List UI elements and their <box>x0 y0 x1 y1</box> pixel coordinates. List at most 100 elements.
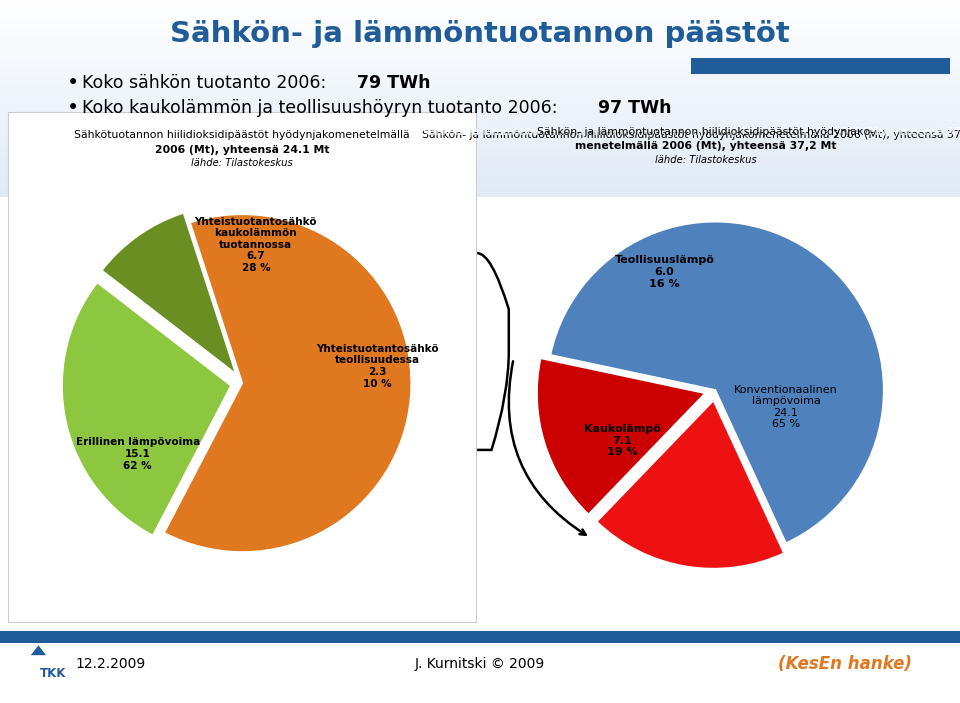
Text: Konventionaalinen
lämpövoima
24.1
65 %: Konventionaalinen lämpövoima 24.1 65 % <box>734 385 838 430</box>
Bar <box>0 188 960 189</box>
Text: Yhteistuotantosähkö
kaukolämmön
tuotannossa
6.7
28 %: Yhteistuotantosähkö kaukolämmön tuotanno… <box>195 217 317 273</box>
Bar <box>0 179 960 180</box>
Bar <box>0 155 960 157</box>
Bar <box>0 118 960 119</box>
Bar <box>0 117 960 118</box>
Bar <box>0 93 960 94</box>
Bar <box>0 82 960 83</box>
Bar <box>0 103 960 104</box>
Bar <box>0 71 960 72</box>
Bar <box>0 130 960 131</box>
Bar <box>0 124 960 125</box>
Text: Sähkön- ja lämmöntuotannon hiilidioksidipäästöt hyödynjakomenetelmällä 2006 (Mt): Sähkön- ja lämmöntuotannon hiilidioksidi… <box>422 127 960 137</box>
Bar <box>0 52 960 53</box>
Bar <box>0 14 960 15</box>
Text: J. Kurnitski © 2009: J. Kurnitski © 2009 <box>415 657 545 671</box>
Polygon shape <box>31 645 46 655</box>
Bar <box>0 51 960 52</box>
Bar <box>0 11 960 12</box>
Text: Sähkön- ja lämmöntuotannon hiilidioksidipäästöt hyödynjakomenetelmällä 2006 (Mt): Sähkön- ja lämmöntuotannon hiilidioksidi… <box>422 130 960 140</box>
Bar <box>0 40 960 41</box>
Text: Erillinen lämpövoima
15.1
62 %: Erillinen lämpövoima 15.1 62 % <box>76 437 200 470</box>
Bar <box>0 34 960 35</box>
Bar <box>0 39 960 40</box>
Bar <box>0 150 960 152</box>
Bar <box>0 167 960 168</box>
Bar <box>0 189 960 190</box>
Text: 97 TWh: 97 TWh <box>598 98 672 117</box>
Bar <box>0 18 960 19</box>
Bar <box>0 631 960 643</box>
Text: menetelmällä 2006 (Mt), yhteensä 37,2 Mt: menetelmällä 2006 (Mt), yhteensä 37,2 Mt <box>575 141 836 151</box>
Bar <box>0 145 960 146</box>
Bar <box>0 143 960 145</box>
Bar <box>0 12 960 13</box>
Text: •: • <box>67 73 80 93</box>
Bar <box>0 59 960 60</box>
Bar <box>0 190 960 191</box>
Bar <box>0 184 960 185</box>
Bar <box>0 127 960 128</box>
Bar <box>0 126 960 127</box>
Bar <box>0 134 960 135</box>
Bar <box>0 7 960 8</box>
Bar <box>0 169 960 170</box>
Text: (KesEn hanke): (KesEn hanke) <box>778 655 912 673</box>
Text: Kaukolämpö
7.1
19 %: Kaukolämpö 7.1 19 % <box>584 424 660 458</box>
Bar <box>0 84 960 86</box>
Bar <box>0 129 960 130</box>
Bar <box>0 141 960 142</box>
Bar <box>0 194 960 195</box>
Bar <box>0 0 960 1</box>
Bar <box>0 187 960 188</box>
Bar <box>0 27 960 29</box>
Bar <box>0 185 960 186</box>
Text: lähde: Tilastokeskus: lähde: Tilastokeskus <box>655 155 756 165</box>
Bar <box>0 104 960 105</box>
Text: 2006 (Mt), yhteensä 24.1 Mt: 2006 (Mt), yhteensä 24.1 Mt <box>155 145 329 155</box>
Bar <box>0 108 960 109</box>
Bar <box>0 195 960 196</box>
Bar <box>0 174 960 175</box>
Bar <box>0 112 960 113</box>
Bar <box>0 42 960 44</box>
Bar <box>0 75 960 76</box>
Bar <box>0 121 960 122</box>
Bar <box>0 65 960 66</box>
Bar <box>0 111 960 112</box>
Bar <box>0 158 960 160</box>
Bar <box>0 137 960 138</box>
Bar <box>0 49 960 50</box>
Bar <box>0 57 960 58</box>
Bar <box>0 147 960 148</box>
Bar <box>0 46 960 47</box>
Text: 12.2.2009: 12.2.2009 <box>75 657 146 671</box>
Text: TKK: TKK <box>39 667 66 680</box>
Bar <box>0 148 960 150</box>
Bar <box>0 172 960 173</box>
Text: Sähkön- ja lämmöntuotannon päästöt: Sähkön- ja lämmöntuotannon päästöt <box>170 20 790 48</box>
Bar <box>0 122 960 123</box>
Bar <box>0 170 960 172</box>
Bar <box>0 79 960 81</box>
Bar <box>0 133 960 134</box>
Bar <box>0 152 960 153</box>
Text: Sähkön- ja lämmöntuotannon hiilidioksidipäästöt hyödynjaко-: Sähkön- ja lämmöntuotannon hiilidioksidi… <box>537 127 875 137</box>
Bar <box>0 50 960 51</box>
Bar <box>0 10 960 11</box>
Bar <box>0 128 960 129</box>
Bar <box>0 96 960 98</box>
Bar <box>0 3 960 4</box>
Bar <box>0 123 960 124</box>
Bar <box>0 22 960 24</box>
Bar <box>0 35 960 37</box>
Bar <box>0 192 960 193</box>
Bar <box>0 83 960 84</box>
Bar <box>0 91 960 93</box>
Bar <box>0 76 960 77</box>
Bar <box>0 78 960 79</box>
Bar <box>0 181 960 182</box>
Bar <box>0 110 960 111</box>
Text: •: • <box>67 98 80 117</box>
Bar <box>0 77 960 78</box>
